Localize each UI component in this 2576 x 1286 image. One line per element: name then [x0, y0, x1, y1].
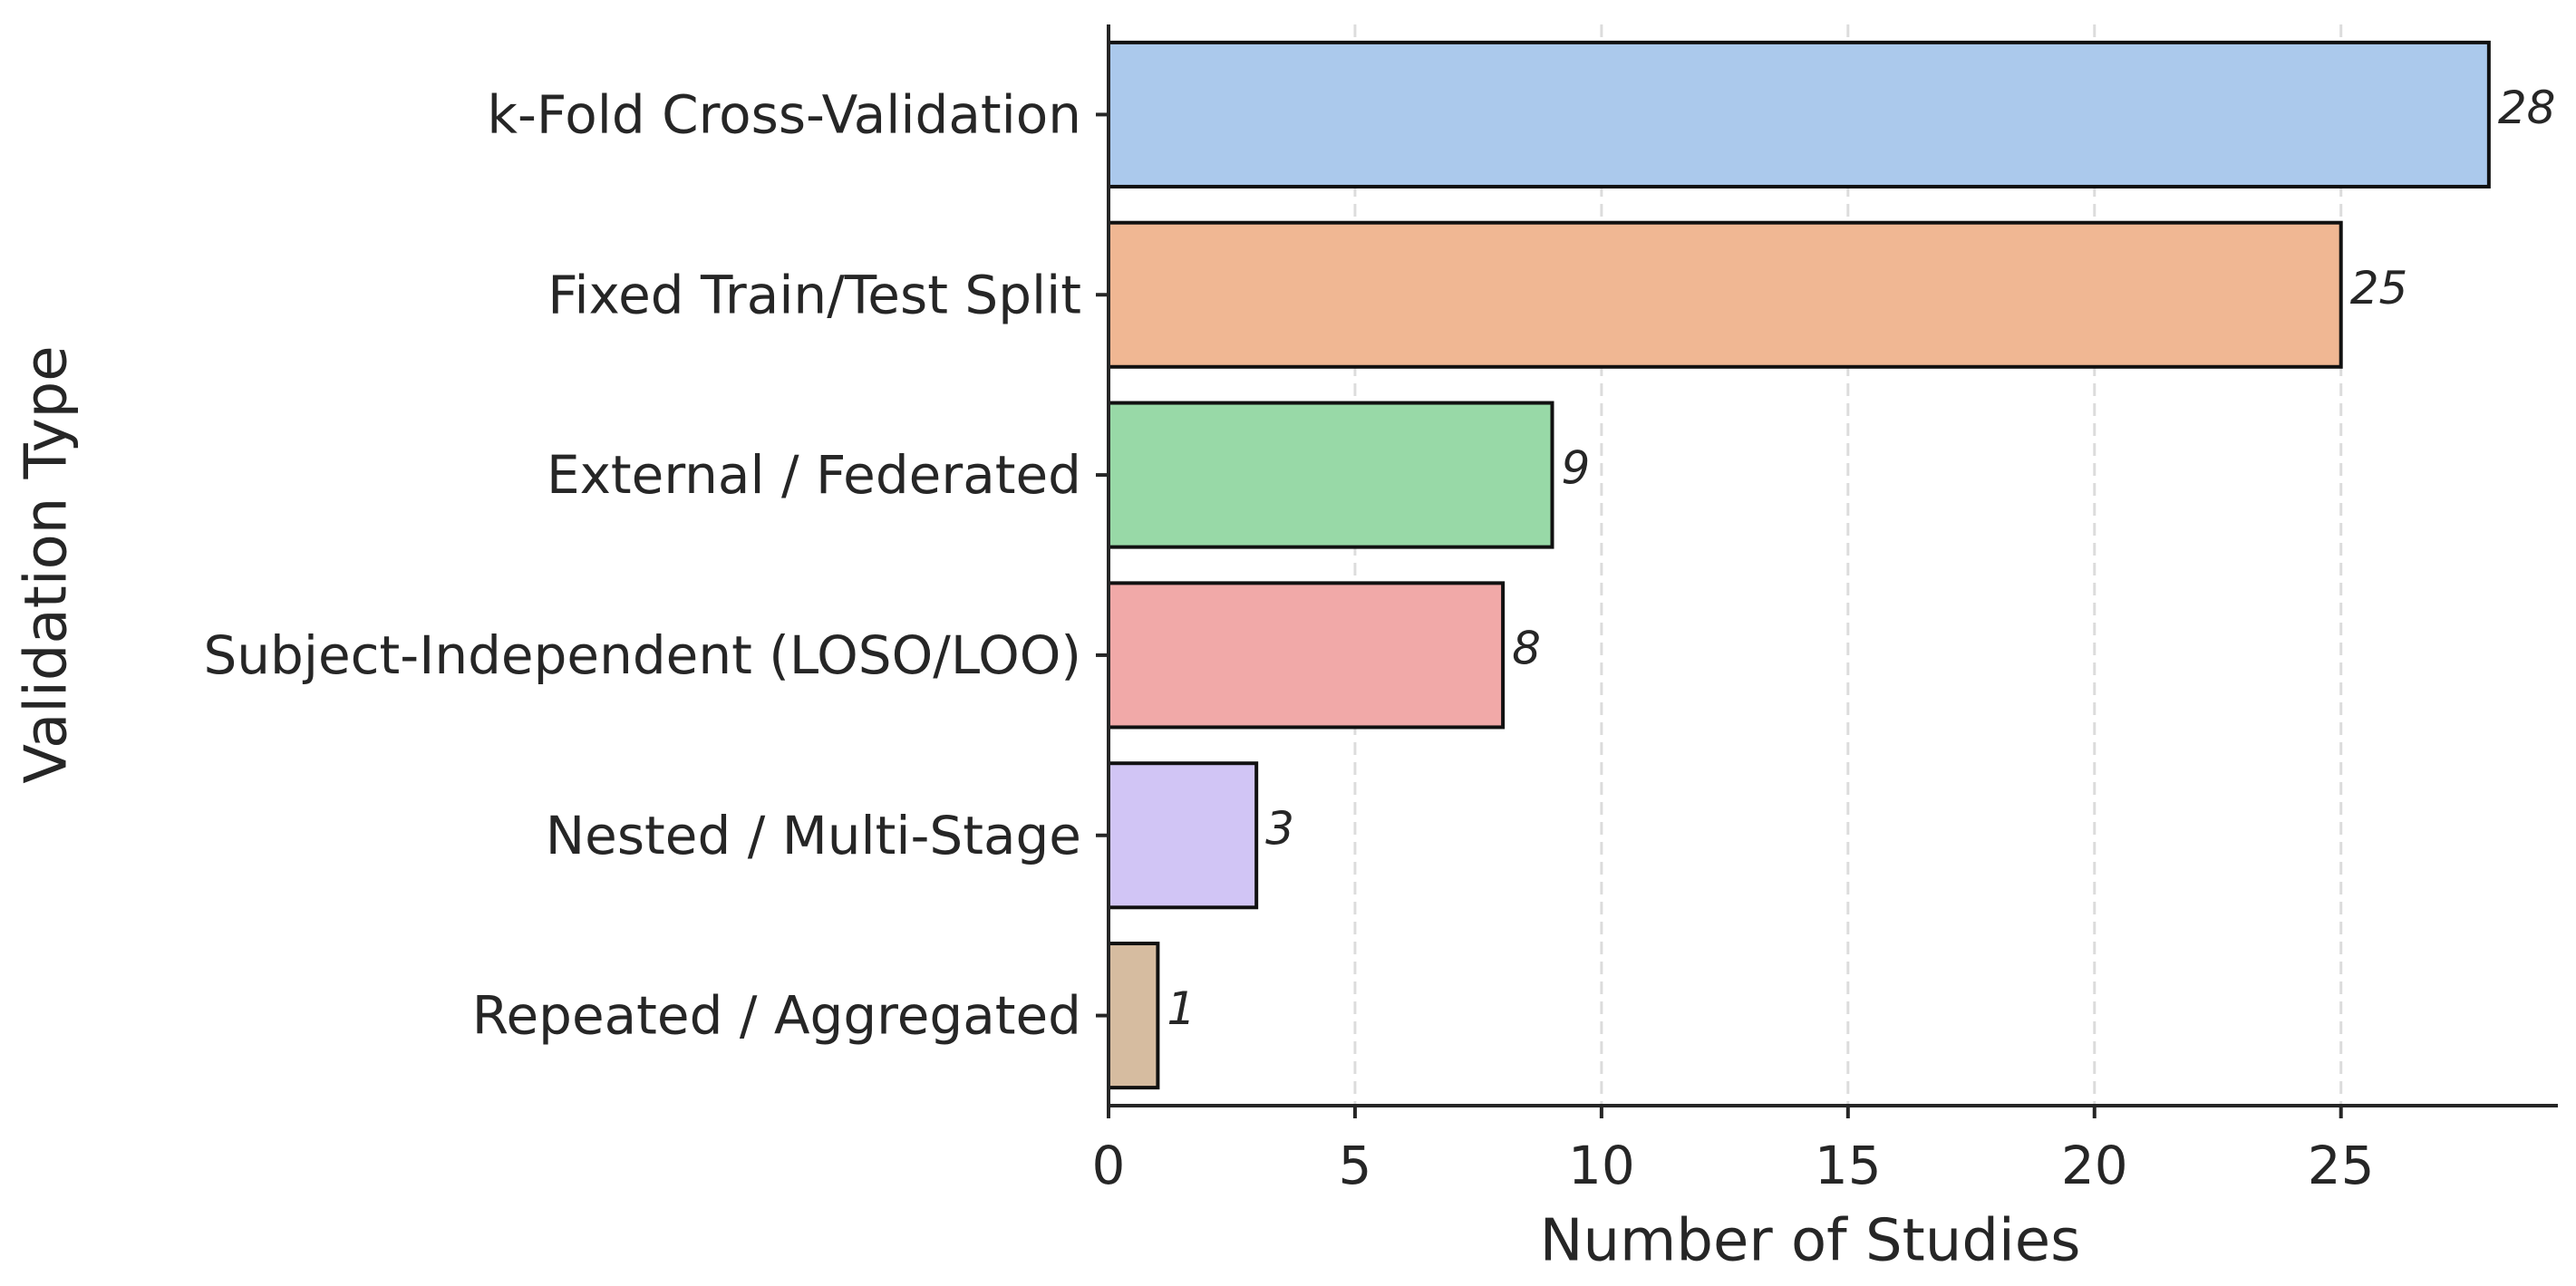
value-label: 25 [2350, 262, 2408, 314]
value-label: 1 [1167, 982, 1196, 1035]
y-tick-label: Nested / Multi-Stage [546, 805, 1081, 866]
bar [1107, 761, 1259, 910]
value-label: 28 [2498, 82, 2556, 134]
x-axis-title: Number of Studies [1540, 1208, 2081, 1275]
x-tick-label: 25 [2308, 1135, 2375, 1196]
x-tick-label: 15 [1815, 1135, 1882, 1196]
x-tick-label: 10 [1568, 1135, 1635, 1196]
y-tick-label: External / Federated [547, 444, 1081, 506]
value-label: 3 [1265, 802, 1294, 855]
bar [1107, 401, 1554, 549]
value-label: 9 [1561, 442, 1590, 495]
y-tick-label: k-Fold Cross-Validation [487, 84, 1081, 146]
value-label: 8 [1512, 622, 1541, 674]
bar [1107, 942, 1160, 1090]
y-tick-label: Subject-Independent (LOSO/LOO) [203, 624, 1081, 686]
x-tick-label: 20 [2061, 1135, 2128, 1196]
bar [1107, 220, 2343, 369]
y-tick-label: Fixed Train/Test Split [547, 264, 1081, 325]
x-tick-label: 5 [1338, 1135, 1371, 1196]
bar [1107, 40, 2491, 189]
y-tick-label: Repeated / Aggregated [472, 985, 1081, 1047]
y-axis-title: Validation Type [14, 345, 81, 783]
bar [1107, 581, 1506, 730]
x-tick-label: 0 [1092, 1135, 1126, 1196]
